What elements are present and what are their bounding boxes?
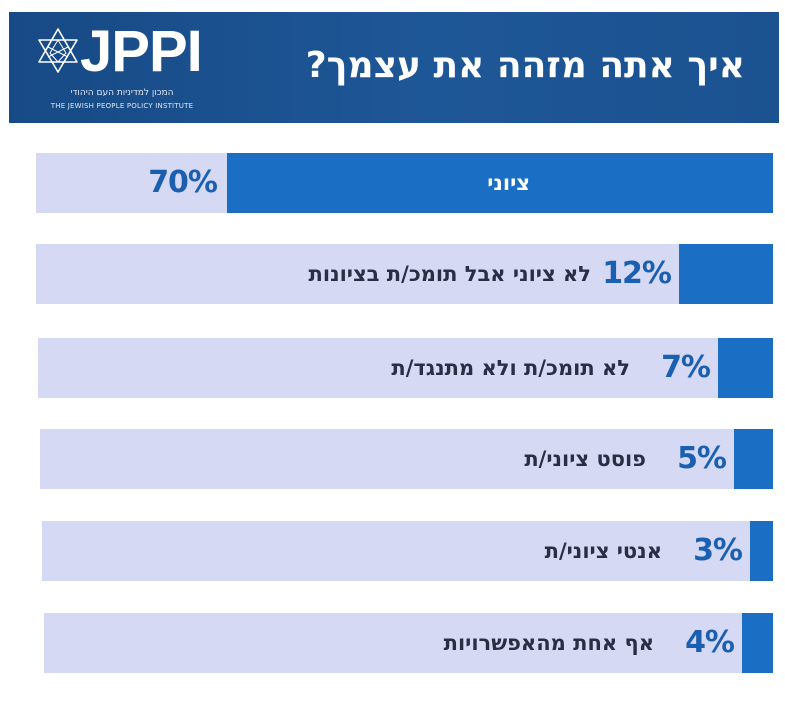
bar-value-label: 70%	[148, 165, 218, 200]
bar-value-label: 4%	[685, 625, 735, 660]
jppi-logo: JPPI המכון למדיניות העם היהודי THE JEWIS…	[35, 20, 235, 116]
bar-row: פוסט ציוני/ת 5%	[40, 429, 773, 489]
bar-value-label: 5%	[677, 441, 727, 476]
header-banner: JPPI המכון למדיניות העם היהודי THE JEWIS…	[9, 12, 779, 123]
bar-category-label: אף אחת מהאפשרויות	[443, 631, 654, 655]
logo-subtitle-english: THE JEWISH PEOPLE POLICY INSTITUTE	[50, 102, 194, 110]
bar-fill	[734, 429, 773, 489]
logo-wordmark: JPPI	[80, 19, 203, 84]
bar-category-label: לא ציוני אבל תומכ/ת בציונות	[308, 262, 591, 286]
bar-fill	[742, 613, 773, 673]
bar-category-label: לא תומכ/ת ולא מתנגד/ת	[391, 356, 630, 380]
bar-value-label: 3%	[693, 533, 743, 568]
bar-value-label: 12%	[602, 256, 672, 291]
bar-row: אנטי ציוני/ת 3%	[42, 521, 773, 581]
bar-category-label: פוסט ציוני/ת	[524, 447, 646, 471]
bar-category-label: ציוני	[487, 171, 530, 195]
star-of-david-icon	[38, 28, 78, 73]
bar-row: לא ציוני אבל תומכ/ת בציונות 12%	[36, 244, 773, 304]
bar-value-label: 7%	[661, 350, 711, 385]
bar-fill	[750, 521, 773, 581]
chart-title: איך אתה מזהה את עצמך?	[305, 45, 745, 86]
logo-subtitle-hebrew: המכון למדיניות העם היהודי	[70, 88, 174, 98]
bar-fill	[227, 153, 773, 213]
bar-row: ציוני 70%	[36, 153, 773, 213]
bar-fill	[679, 244, 773, 304]
bar-row: אף אחת מהאפשרויות 4%	[44, 613, 773, 673]
bar-category-label: אנטי ציוני/ת	[544, 539, 662, 563]
bar-row: לא תומכ/ת ולא מתנגד/ת 7%	[38, 338, 773, 398]
bar-fill	[718, 338, 773, 398]
